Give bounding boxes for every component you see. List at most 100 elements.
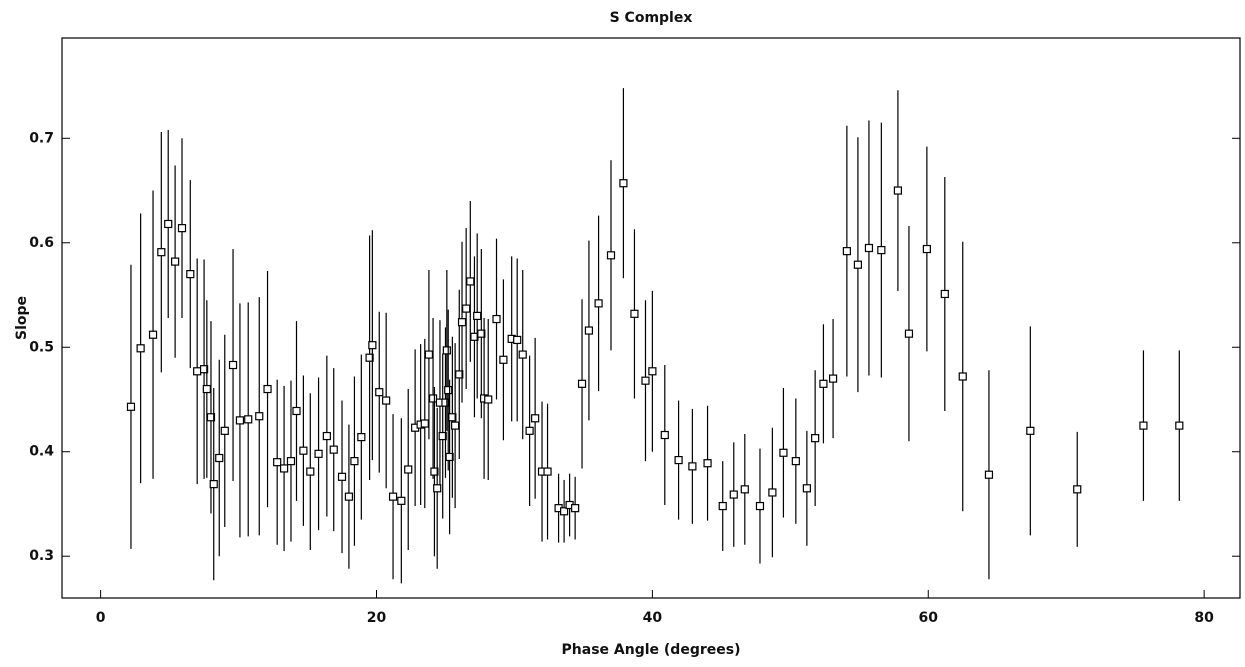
point	[531, 414, 540, 423]
point	[740, 485, 749, 494]
y-tick-label: 0.4	[29, 444, 54, 460]
x-tick-label: 40	[643, 610, 663, 626]
point	[299, 446, 308, 455]
point	[958, 372, 967, 381]
point	[448, 413, 457, 422]
point	[688, 462, 697, 471]
point	[186, 270, 195, 279]
point	[828, 374, 838, 383]
point	[473, 311, 482, 321]
point	[292, 406, 301, 416]
point	[126, 402, 136, 411]
point	[209, 480, 218, 489]
x-axis-label: Phase Angle (degrees)	[562, 642, 741, 658]
point	[430, 467, 439, 476]
point	[703, 459, 712, 468]
point	[382, 396, 391, 405]
point	[1073, 485, 1082, 494]
point	[466, 277, 475, 286]
point	[433, 484, 442, 493]
point	[457, 318, 467, 327]
point	[484, 395, 493, 404]
point	[455, 370, 464, 379]
point	[904, 329, 914, 338]
point	[235, 416, 245, 425]
point	[853, 260, 863, 269]
y-tick-label: 0.6	[29, 235, 54, 251]
point	[499, 355, 508, 364]
point	[606, 251, 616, 260]
point	[768, 488, 777, 497]
point	[462, 304, 471, 313]
y-tick-label: 0.3	[29, 548, 54, 564]
point	[350, 457, 359, 466]
point	[922, 244, 931, 254]
point	[1175, 421, 1184, 430]
point	[220, 426, 229, 435]
point	[206, 413, 216, 422]
point	[893, 186, 903, 195]
point	[171, 257, 180, 266]
point	[442, 346, 451, 355]
point	[518, 350, 527, 359]
point	[136, 344, 145, 353]
point	[428, 394, 438, 403]
point	[322, 431, 331, 441]
point	[571, 504, 580, 513]
point	[365, 353, 374, 362]
y-axis-label: Slope	[14, 296, 30, 340]
point	[755, 501, 765, 511]
point	[802, 484, 811, 493]
x-tick-label: 60	[919, 610, 939, 626]
point	[940, 289, 949, 299]
point	[819, 379, 828, 388]
point	[404, 465, 413, 474]
point	[477, 329, 486, 338]
point	[1139, 421, 1148, 430]
point	[215, 453, 224, 463]
point	[286, 457, 296, 466]
point	[864, 243, 874, 253]
point	[438, 431, 447, 441]
point	[202, 384, 211, 394]
point	[357, 433, 366, 442]
point	[306, 467, 315, 476]
point	[441, 398, 450, 407]
point	[244, 415, 253, 424]
x-tick-label: 20	[367, 610, 387, 626]
point	[451, 421, 460, 430]
point	[641, 376, 650, 385]
point	[584, 326, 594, 335]
point	[177, 224, 187, 233]
point	[842, 247, 851, 256]
plot-frame	[61, 37, 1241, 599]
point	[648, 367, 657, 376]
point	[193, 367, 202, 376]
point	[148, 330, 158, 339]
point	[273, 458, 282, 467]
point	[791, 457, 800, 466]
point	[445, 452, 454, 462]
point	[779, 448, 788, 457]
point	[337, 472, 347, 481]
point	[368, 341, 377, 350]
point	[1026, 426, 1035, 435]
point	[424, 350, 434, 359]
point	[718, 501, 727, 511]
point	[228, 360, 238, 370]
point	[594, 299, 603, 308]
point	[619, 179, 628, 188]
point	[660, 430, 669, 440]
point	[984, 470, 994, 479]
point	[420, 419, 429, 428]
y-tick-label: 0.5	[29, 339, 54, 355]
point	[199, 365, 209, 374]
point	[263, 384, 272, 394]
point	[811, 434, 820, 443]
y-tick-label: 0.7	[29, 130, 54, 146]
point	[314, 449, 323, 458]
point	[397, 496, 406, 505]
point	[157, 248, 166, 257]
